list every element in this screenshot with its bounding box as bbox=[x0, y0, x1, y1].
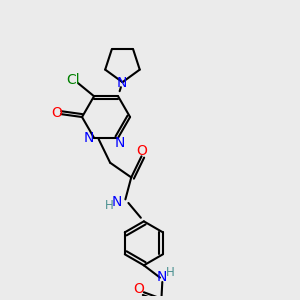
Text: O: O bbox=[133, 282, 144, 296]
Text: Cl: Cl bbox=[66, 73, 80, 87]
Text: N: N bbox=[112, 195, 122, 209]
Text: H: H bbox=[105, 199, 114, 212]
Text: O: O bbox=[51, 106, 62, 120]
Text: N: N bbox=[157, 270, 167, 284]
Text: H: H bbox=[166, 266, 175, 279]
Text: N: N bbox=[84, 131, 94, 145]
Text: O: O bbox=[136, 144, 147, 158]
Text: N: N bbox=[117, 76, 127, 90]
Text: N: N bbox=[114, 136, 125, 150]
